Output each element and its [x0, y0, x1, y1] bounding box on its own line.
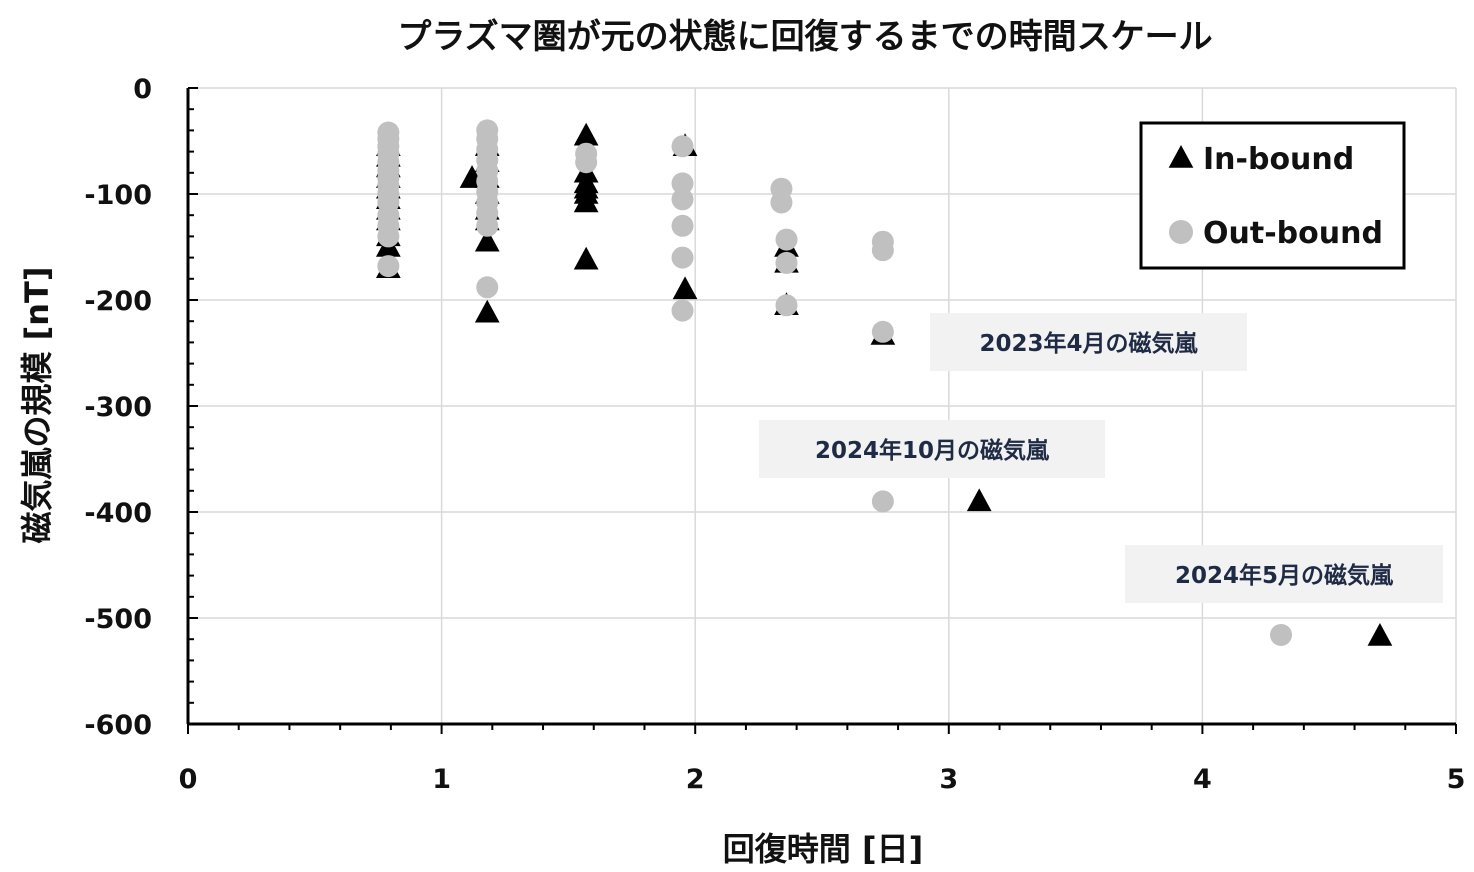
out-bound-point [871, 320, 894, 343]
out-bound-point [775, 251, 798, 274]
in-bound-point [573, 189, 599, 213]
annotation: 2024年10月の磁気嵐 [759, 420, 1105, 478]
out-bound-point [671, 246, 694, 269]
out-bound-point [575, 151, 598, 174]
annotation: 2024年5月の磁気嵐 [1125, 545, 1443, 603]
y-tick-labels: 0 -100 -200 -300 -400 -500 -600 [84, 74, 152, 741]
out-bound-point [377, 225, 400, 248]
chart-title: プラズマ圏が元の状態に回復するまでの時間スケール [397, 17, 1212, 57]
x-tick-label: 3 [939, 764, 958, 795]
x-tick-label: 2 [686, 764, 705, 795]
y-axis-title: 磁気嵐の規模 [nT] [18, 266, 56, 543]
x-tick-label: 4 [1193, 764, 1212, 795]
data-points [375, 119, 1393, 646]
in-bound-point [1367, 623, 1393, 646]
x-tick-label: 0 [179, 764, 198, 795]
in-bound-point [966, 488, 992, 512]
out-bound-point [671, 299, 694, 322]
legend-label: Out-bound [1203, 216, 1383, 251]
out-bound-point [476, 276, 499, 299]
in-bound-point [672, 276, 698, 300]
out-bound-point [871, 490, 894, 513]
y-tick-label: 0 [133, 74, 152, 105]
out-bound-point [671, 135, 694, 158]
out-bound-point [770, 191, 793, 214]
in-bound-point [474, 228, 500, 252]
annotation-box [1125, 545, 1443, 603]
y-tick-label: -300 [84, 392, 152, 423]
out-bound-point [775, 228, 798, 251]
in-bound-point [474, 299, 500, 323]
annotation-box [930, 313, 1247, 371]
annotation-label: 2024年5月の磁気嵐 [1175, 562, 1394, 589]
legend-circle-icon [1169, 220, 1193, 244]
annotation-label: 2024年10月の磁気嵐 [815, 437, 1050, 464]
legend-label: In-bound [1203, 142, 1354, 177]
x-tick-label: 5 [1447, 764, 1466, 795]
y-tick-label: -400 [84, 498, 152, 529]
y-tick-label: -200 [84, 286, 152, 317]
legend: In-bound Out-bound [1139, 121, 1406, 270]
out-bound-point [671, 214, 694, 237]
legend-box [1139, 121, 1406, 270]
x-axis-title: 回復時間 [日] [723, 830, 923, 868]
x-tick-label: 1 [432, 764, 451, 795]
annotations: 2023年4月の磁気嵐 2024年10月の磁気嵐 2024年5月の磁気嵐 [759, 313, 1443, 603]
in-bound-point [573, 122, 599, 146]
out-bound-point [1270, 623, 1293, 646]
x-tick-labels: 0 1 2 3 4 5 [179, 764, 1466, 795]
annotation-box [759, 420, 1105, 478]
out-bound-point [871, 239, 894, 262]
axes [186, 87, 1457, 734]
annotation: 2023年4月の磁気嵐 [930, 313, 1247, 371]
annotation-label: 2023年4月の磁気嵐 [979, 330, 1198, 357]
out-bound-point [775, 294, 798, 317]
series-out-bound [377, 119, 1293, 646]
out-bound-point [671, 188, 694, 211]
y-tick-label: -100 [84, 180, 152, 211]
y-tick-label: -500 [84, 604, 152, 635]
out-bound-point [476, 214, 499, 237]
out-bound-point [377, 255, 400, 278]
out-bound-point [671, 172, 694, 195]
in-bound-point [573, 246, 599, 270]
y-tick-label: -600 [84, 710, 152, 741]
legend-triangle-icon [1168, 145, 1194, 168]
